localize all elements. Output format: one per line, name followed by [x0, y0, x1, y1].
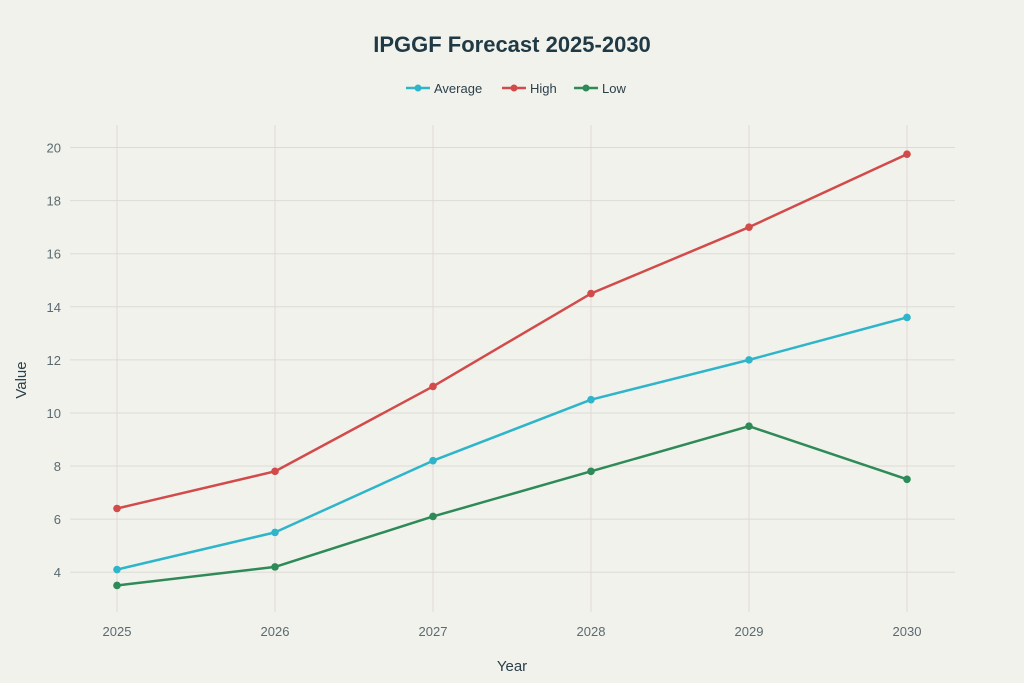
data-point: [271, 467, 279, 476]
y-tick-label: 10: [47, 406, 61, 421]
legend-label: Average: [434, 81, 482, 96]
legend-label: Low: [602, 81, 626, 96]
chart-title: IPGGF Forecast 2025-2030: [373, 32, 651, 57]
data-point: [587, 395, 595, 404]
x-axis-ticks: 2025 2026 2027 2028 2029 2030: [103, 624, 922, 639]
series-line-average: [116, 316, 908, 571]
y-axis-ticks: 4 6 8 10 12 14 16 18 20: [47, 141, 61, 581]
data-point: [429, 382, 437, 391]
series-high: [113, 150, 911, 513]
y-tick-label: 4: [54, 565, 61, 580]
data-point: [745, 422, 753, 431]
x-tick-label: 2027: [419, 624, 448, 639]
data-point: [271, 528, 279, 537]
data-point: [903, 475, 911, 484]
data-point: [903, 150, 911, 158]
data-point: [429, 456, 437, 465]
series-low: [113, 422, 911, 590]
data-point: [271, 563, 279, 571]
data-point: [113, 504, 121, 513]
legend-item-high: High: [502, 81, 557, 96]
data-point: [745, 356, 753, 364]
series-average: [113, 313, 911, 574]
series-line-low: [116, 424, 908, 587]
y-tick-label: 6: [54, 512, 61, 527]
legend-swatch-marker: [414, 84, 422, 92]
series-line-high: [116, 153, 908, 510]
legend-item-average: Average: [406, 81, 482, 96]
y-tick-label: 8: [54, 459, 61, 474]
series-lines: [113, 150, 911, 590]
data-point: [587, 467, 595, 476]
y-tick-label: 12: [47, 353, 61, 368]
data-point: [113, 565, 121, 574]
x-tick-label: 2030: [893, 624, 922, 639]
y-tick-label: 14: [47, 300, 61, 315]
grid: [70, 125, 955, 612]
x-axis-label: Year: [497, 658, 527, 675]
x-tick-label: 2026: [261, 624, 290, 639]
legend: Average High Low: [406, 81, 626, 96]
y-axis-label: Value: [13, 361, 30, 398]
y-tick-label: 18: [47, 194, 61, 209]
data-point: [903, 313, 911, 322]
legend-item-low: Low: [574, 81, 626, 96]
y-tick-label: 20: [47, 141, 61, 156]
data-point: [113, 581, 121, 590]
x-tick-label: 2029: [735, 624, 764, 639]
legend-swatch-marker: [510, 84, 518, 92]
legend-swatch-marker: [582, 84, 590, 92]
data-point: [745, 223, 753, 231]
data-point: [587, 289, 595, 298]
y-tick-label: 16: [47, 247, 61, 262]
x-tick-label: 2028: [577, 624, 606, 639]
data-point: [429, 512, 437, 521]
x-tick-label: 2025: [103, 624, 132, 639]
legend-label: High: [530, 81, 557, 96]
